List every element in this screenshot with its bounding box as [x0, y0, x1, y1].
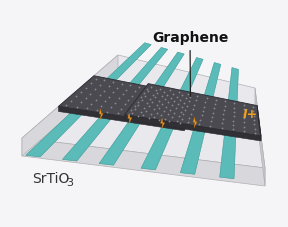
- Polygon shape: [58, 76, 195, 126]
- Polygon shape: [125, 115, 261, 141]
- Polygon shape: [99, 52, 184, 165]
- Polygon shape: [257, 106, 261, 141]
- Polygon shape: [99, 109, 103, 119]
- Polygon shape: [22, 55, 118, 156]
- Polygon shape: [141, 57, 203, 170]
- Text: 3: 3: [66, 178, 73, 188]
- Polygon shape: [255, 88, 265, 186]
- Polygon shape: [161, 118, 164, 129]
- Polygon shape: [180, 62, 221, 174]
- Text: SrTiO: SrTiO: [32, 172, 69, 186]
- Polygon shape: [128, 113, 132, 124]
- Polygon shape: [26, 43, 151, 157]
- Polygon shape: [184, 96, 195, 131]
- Text: Graphene: Graphene: [152, 31, 228, 96]
- Polygon shape: [58, 106, 184, 131]
- Polygon shape: [193, 117, 197, 128]
- Polygon shape: [220, 68, 238, 179]
- Polygon shape: [22, 55, 265, 168]
- Polygon shape: [62, 47, 168, 161]
- Polygon shape: [125, 84, 261, 136]
- Text: I+: I+: [242, 108, 257, 121]
- Polygon shape: [22, 138, 265, 186]
